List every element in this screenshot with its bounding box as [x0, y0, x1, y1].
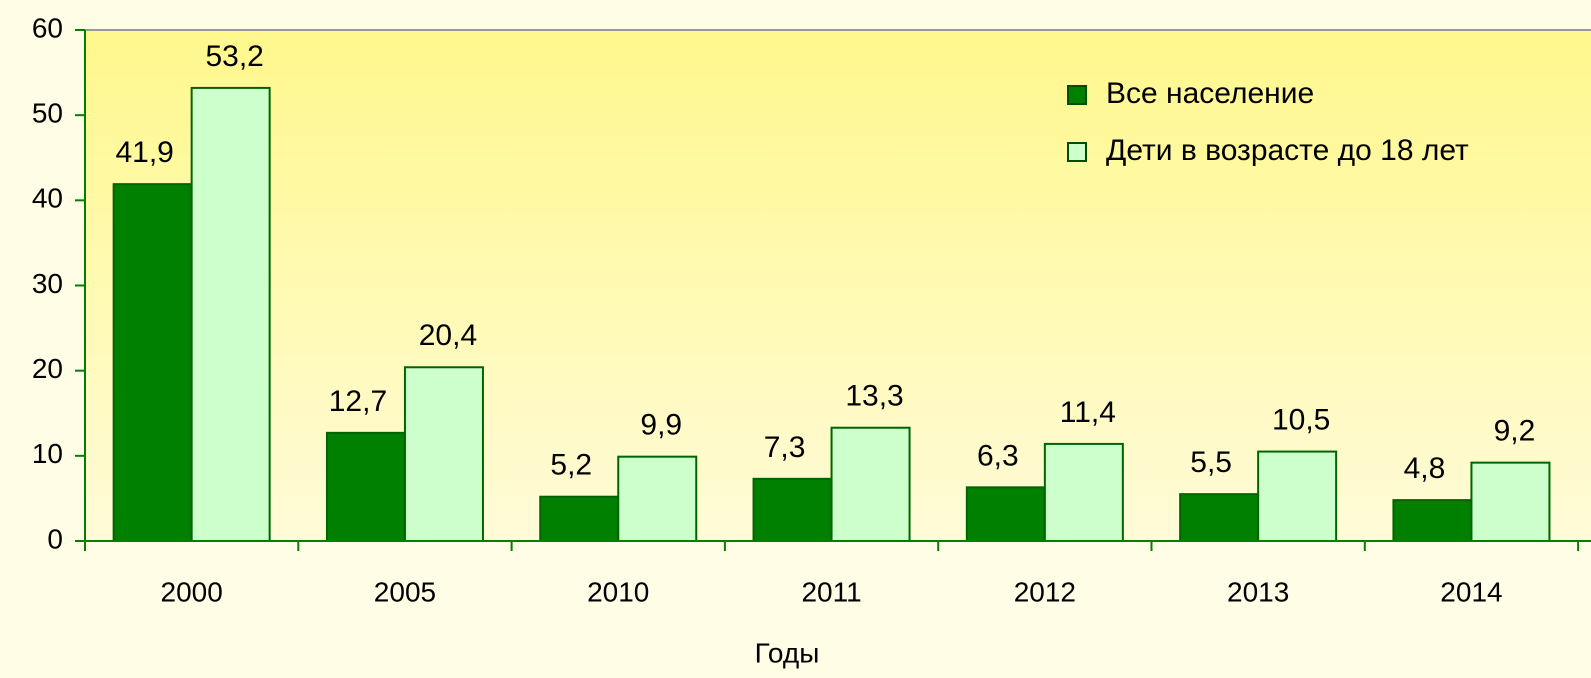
bar	[1257, 450, 1338, 543]
value-label: 53,2	[205, 40, 263, 73]
bar	[190, 86, 271, 542]
legend-swatch	[1067, 142, 1087, 162]
bar	[1470, 461, 1551, 542]
bar	[1179, 493, 1260, 542]
bar	[1392, 499, 1473, 542]
value-label: 5,2	[550, 449, 592, 482]
x-tick-label: 2014	[1440, 576, 1502, 607]
value-label: 4,8	[1404, 452, 1446, 485]
bar	[325, 431, 406, 543]
y-tick-label: 20	[32, 353, 63, 384]
legend-swatch	[1067, 85, 1087, 105]
value-label: 9,9	[640, 409, 682, 442]
legend-label: Все население	[1106, 77, 1314, 110]
x-tick-label: 2000	[161, 576, 223, 607]
value-label: 5,5	[1190, 446, 1232, 479]
value-label: 11,4	[1060, 396, 1116, 429]
bar	[403, 366, 484, 543]
y-tick-label: 0	[47, 523, 63, 554]
value-label: 41,9	[115, 136, 173, 169]
x-tick-label: 2012	[1014, 576, 1076, 607]
x-tick-label: 2010	[587, 576, 649, 607]
bar	[830, 426, 911, 542]
y-tick-label: 10	[32, 438, 63, 469]
value-label: 10,5	[1272, 403, 1330, 436]
bar	[112, 183, 193, 542]
y-tick-label: 30	[32, 268, 63, 299]
bar	[1043, 442, 1124, 542]
y-tick-label: 40	[32, 183, 63, 214]
legend-label: Дети в возрасте до 18 лет	[1106, 134, 1469, 167]
value-label: 20,4	[419, 319, 477, 352]
y-tick-label: 60	[32, 12, 63, 43]
x-axis-label: Годы	[755, 637, 820, 668]
bar	[617, 455, 698, 542]
value-label: 6,3	[977, 439, 1019, 472]
value-label: 9,2	[1494, 415, 1536, 448]
value-label: 13,3	[845, 380, 903, 413]
x-tick-label: 2013	[1227, 576, 1289, 607]
bar	[965, 486, 1046, 542]
bar	[752, 477, 833, 543]
x-tick-label: 2011	[801, 576, 861, 607]
x-tick-label: 2005	[374, 576, 436, 607]
value-label: 7,3	[764, 431, 806, 464]
y-tick-label: 50	[32, 98, 63, 129]
bar	[539, 495, 620, 543]
value-label: 12,7	[329, 385, 387, 418]
